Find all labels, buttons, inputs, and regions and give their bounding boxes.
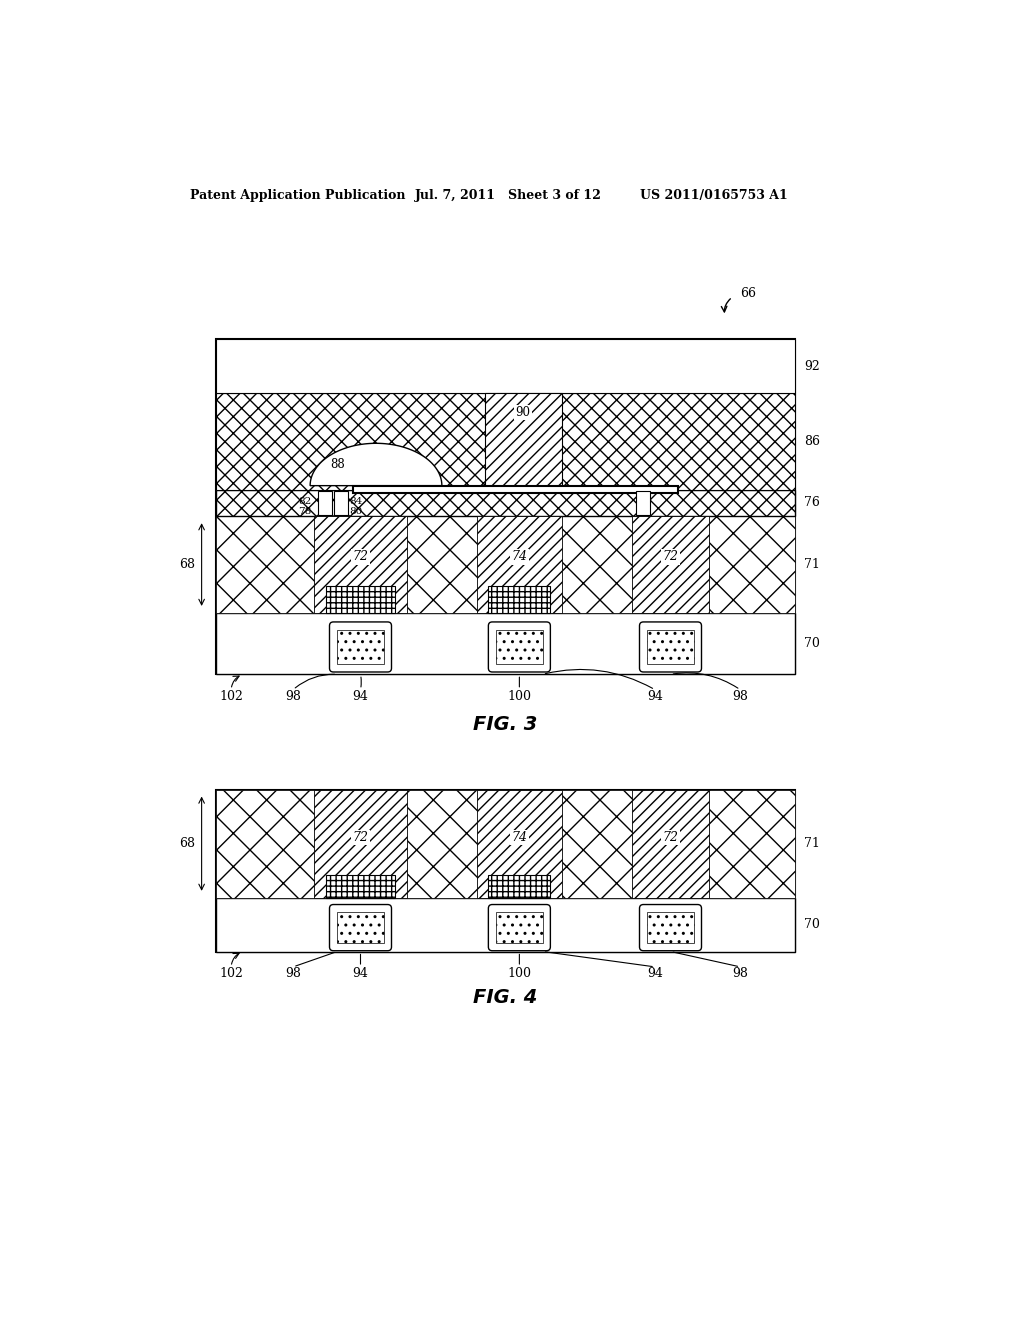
Text: 94: 94 [352, 966, 369, 979]
Bar [216, 339, 795, 393]
Text: 72: 72 [663, 832, 679, 843]
Bar [216, 612, 795, 675]
Text: 72: 72 [352, 550, 369, 564]
Text: 66: 66 [740, 286, 757, 300]
FancyBboxPatch shape [330, 622, 391, 672]
Bar [488, 874, 550, 898]
Bar [352, 487, 678, 492]
Text: 78: 78 [298, 507, 311, 516]
Text: Jul. 7, 2011: Jul. 7, 2011 [415, 189, 496, 202]
Text: 68: 68 [179, 558, 196, 572]
Bar [326, 874, 395, 898]
Bar [632, 516, 710, 612]
Text: 98: 98 [732, 966, 749, 979]
Bar [488, 586, 550, 612]
Bar [216, 339, 795, 675]
Bar [216, 490, 795, 516]
Text: 72: 72 [352, 832, 369, 843]
Text: 94: 94 [352, 689, 369, 702]
Bar [337, 630, 384, 664]
Text: 98: 98 [285, 689, 301, 702]
Text: 74: 74 [511, 832, 527, 843]
Bar [477, 789, 562, 898]
Text: 82: 82 [298, 496, 311, 506]
Text: 102: 102 [219, 689, 243, 702]
Text: 72: 72 [663, 550, 679, 564]
Text: 94: 94 [647, 689, 663, 702]
FancyBboxPatch shape [640, 904, 701, 950]
FancyBboxPatch shape [488, 622, 550, 672]
Text: 90: 90 [516, 407, 530, 418]
Text: 98: 98 [285, 966, 301, 979]
FancyBboxPatch shape [488, 904, 550, 950]
Bar [647, 912, 693, 942]
Bar [334, 491, 348, 515]
Text: 92: 92 [804, 360, 819, 372]
Text: 100: 100 [507, 966, 531, 979]
FancyBboxPatch shape [330, 904, 391, 950]
Polygon shape [310, 444, 442, 486]
Bar [317, 491, 332, 515]
Text: 70: 70 [804, 917, 819, 931]
Text: 76: 76 [804, 496, 819, 510]
Text: 98: 98 [732, 689, 749, 702]
Text: 86: 86 [804, 434, 820, 447]
Bar [216, 516, 795, 612]
Text: US 2011/0165753 A1: US 2011/0165753 A1 [640, 189, 787, 202]
Text: 74: 74 [511, 550, 527, 564]
Text: Sheet 3 of 12: Sheet 3 of 12 [508, 189, 601, 202]
Bar [216, 789, 795, 898]
FancyBboxPatch shape [640, 622, 701, 672]
Bar [216, 898, 795, 952]
Text: Patent Application Publication: Patent Application Publication [190, 189, 406, 202]
Bar [632, 789, 710, 898]
Bar [484, 393, 562, 490]
Bar [337, 912, 384, 942]
Text: FIG. 4: FIG. 4 [473, 989, 538, 1007]
Text: 100: 100 [507, 689, 531, 702]
Text: 88: 88 [330, 458, 345, 471]
Bar [314, 516, 407, 612]
Text: 68: 68 [179, 837, 196, 850]
Bar [477, 516, 562, 612]
Text: 94: 94 [647, 966, 663, 979]
Bar [216, 789, 795, 952]
Bar [496, 912, 543, 942]
Bar [636, 491, 649, 515]
Text: 71: 71 [804, 837, 819, 850]
Text: 80: 80 [349, 507, 362, 516]
Text: 102: 102 [219, 966, 243, 979]
Text: 71: 71 [804, 558, 819, 572]
Bar [326, 586, 395, 612]
Bar [314, 789, 407, 898]
Text: 84: 84 [349, 496, 362, 506]
Text: 70: 70 [804, 638, 819, 649]
Bar [496, 630, 543, 664]
Bar [647, 630, 693, 664]
Bar [216, 393, 795, 490]
Text: FIG. 3: FIG. 3 [473, 715, 538, 734]
